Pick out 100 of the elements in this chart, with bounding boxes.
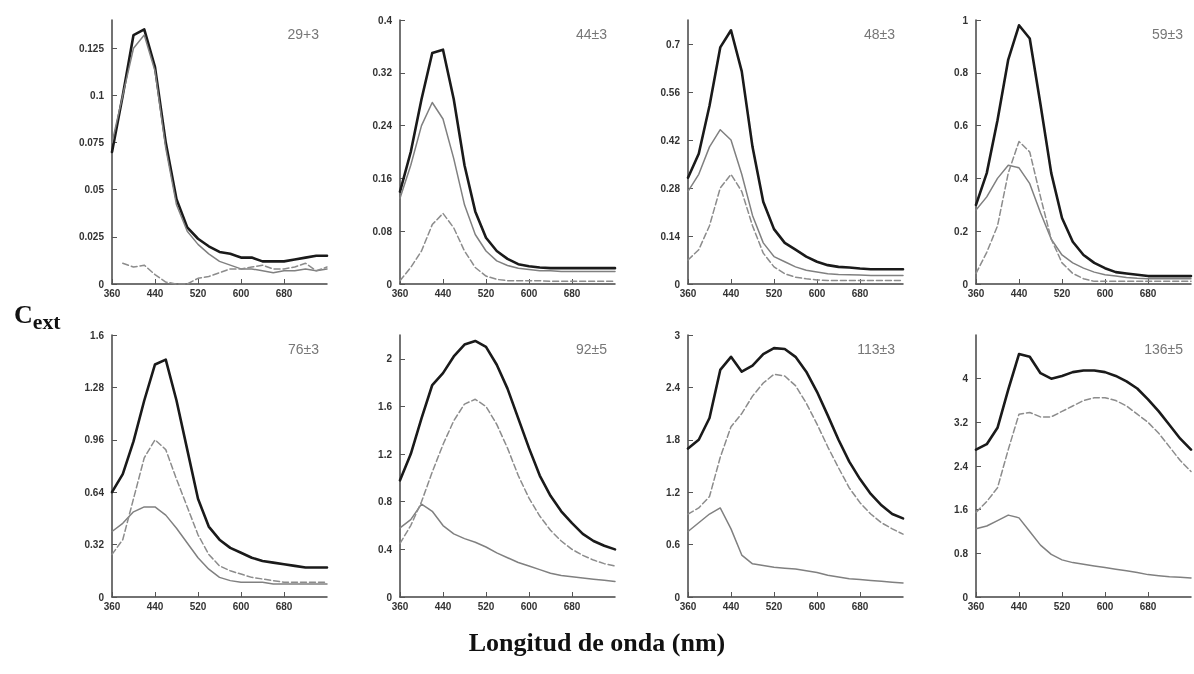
x-tick-label: 440 xyxy=(1010,600,1028,612)
x-tick-label: 680 xyxy=(275,287,293,299)
y-tick-label: 0.56 xyxy=(660,86,681,98)
x-tick-label: 600 xyxy=(520,287,538,299)
y-tick-label: 0.2 xyxy=(954,225,969,237)
y-tick-label: 0 xyxy=(386,278,393,290)
line-series xyxy=(111,439,328,584)
x-tick-label: 360 xyxy=(391,287,409,299)
x-tick-label: 360 xyxy=(679,287,697,299)
x-tick-label: 680 xyxy=(275,600,293,612)
y-tick-label: 1.2 xyxy=(378,448,393,460)
y-tick-label: 0.96 xyxy=(84,434,105,446)
x-tick-label: 600 xyxy=(808,287,826,299)
y-tick-label: 0.7 xyxy=(666,38,681,50)
chart-title: 48±3 xyxy=(863,26,896,42)
line-series xyxy=(975,514,1192,579)
y-tick-label: 0 xyxy=(386,591,393,603)
y-tick-label: 0.1 xyxy=(90,89,105,101)
x-tick-label: 680 xyxy=(1139,287,1157,299)
x-tick-label: 440 xyxy=(146,287,164,299)
line-series xyxy=(398,48,617,270)
line-series xyxy=(398,339,617,551)
line-series xyxy=(974,23,1193,278)
y-tick-label: 3.2 xyxy=(954,416,969,428)
y-tick-label: 0.075 xyxy=(78,137,105,149)
y-tick-label: 0.6 xyxy=(954,120,969,132)
y-tick-label: 1.8 xyxy=(666,434,681,446)
x-tick-label: 600 xyxy=(1096,287,1114,299)
y-tick-label: 1.28 xyxy=(84,381,105,393)
chart-title: 113±3 xyxy=(857,341,896,357)
line-series xyxy=(687,507,904,584)
y-tick-label: 0 xyxy=(98,591,105,603)
x-tick-label: 360 xyxy=(679,600,697,612)
chart-title: 44±3 xyxy=(575,26,608,42)
chart-title: 136±5 xyxy=(1144,341,1184,357)
x-tick-label: 520 xyxy=(1053,287,1071,299)
y-tick-label: 0 xyxy=(962,591,969,603)
line-series xyxy=(399,101,616,273)
line-series xyxy=(974,352,1193,451)
y-tick-label: 1.6 xyxy=(90,329,105,341)
x-tick-label: 520 xyxy=(1053,600,1071,612)
x-tick-label: 520 xyxy=(765,287,783,299)
y-tick-label: 1 xyxy=(962,14,969,26)
chart-title: 59±3 xyxy=(1151,26,1184,42)
y-tick-label: 3 xyxy=(674,329,681,341)
y-axis-title: C$_{ext}$ xyxy=(14,300,62,336)
x-tick-label: 440 xyxy=(722,287,740,299)
y-tick-label: 0.28 xyxy=(660,182,681,194)
x-tick-label: 600 xyxy=(520,600,538,612)
y-tick-label: 0.08 xyxy=(372,225,393,237)
x-tick-label: 360 xyxy=(967,600,985,612)
x-tick-label: 600 xyxy=(1096,600,1114,612)
x-axis-title: Longitud de onda (nm) xyxy=(467,628,727,658)
y-tick-label: 1.6 xyxy=(954,504,969,516)
y-tick-label: 1.2 xyxy=(666,486,681,498)
line-series xyxy=(686,28,905,271)
x-tick-label: 440 xyxy=(1010,287,1028,299)
y-tick-label: 0.4 xyxy=(378,543,393,555)
y-tick-label: 0.025 xyxy=(78,231,105,243)
line-series xyxy=(686,346,905,520)
y-tick-label: 0.32 xyxy=(84,539,105,551)
y-tick-label: 0.4 xyxy=(378,14,393,26)
x-tick-label: 520 xyxy=(477,600,495,612)
chart-title: 76±3 xyxy=(287,341,320,357)
y-tick-label: 2 xyxy=(386,353,393,365)
y-tick-label: 0 xyxy=(98,278,105,290)
y-tick-label: 2.4 xyxy=(666,381,681,393)
y-tick-label: 0.4 xyxy=(954,172,969,184)
chart-title: 29+3 xyxy=(287,26,320,42)
y-tick-label: 0 xyxy=(674,591,681,603)
line-series xyxy=(687,128,904,277)
x-tick-label: 600 xyxy=(232,287,250,299)
x-tick-label: 520 xyxy=(189,600,207,612)
y-tick-label: 0.42 xyxy=(660,134,681,146)
chart-title: 92±5 xyxy=(575,341,608,357)
y-tick-label: 0.125 xyxy=(78,42,105,54)
x-tick-label: 360 xyxy=(967,287,985,299)
y-tick-label: 2.4 xyxy=(954,460,969,472)
y-tick-label: 0.32 xyxy=(372,67,393,79)
x-tick-label: 680 xyxy=(563,600,581,612)
x-tick-label: 360 xyxy=(103,287,121,299)
x-tick-label: 680 xyxy=(851,287,869,299)
line-series xyxy=(687,373,904,535)
y-tick-label: 0 xyxy=(962,278,969,290)
x-tick-label: 440 xyxy=(434,600,452,612)
y-tick-label: 0.16 xyxy=(372,172,393,184)
y-tick-label: 0.8 xyxy=(954,67,969,79)
x-tick-label: 360 xyxy=(391,600,409,612)
y-tick-label: 0.8 xyxy=(954,547,969,559)
x-tick-label: 440 xyxy=(146,600,164,612)
x-tick-label: 520 xyxy=(189,287,207,299)
x-tick-label: 680 xyxy=(563,287,581,299)
line-series xyxy=(975,397,1192,514)
y-tick-label: 1.6 xyxy=(378,400,393,412)
x-tick-label: 520 xyxy=(477,287,495,299)
y-tick-label: 0.24 xyxy=(372,120,393,132)
x-tick-label: 680 xyxy=(851,600,869,612)
y-tick-label: 0 xyxy=(674,278,681,290)
y-tick-label: 4 xyxy=(962,373,969,385)
y-tick-label: 0.6 xyxy=(666,539,681,551)
